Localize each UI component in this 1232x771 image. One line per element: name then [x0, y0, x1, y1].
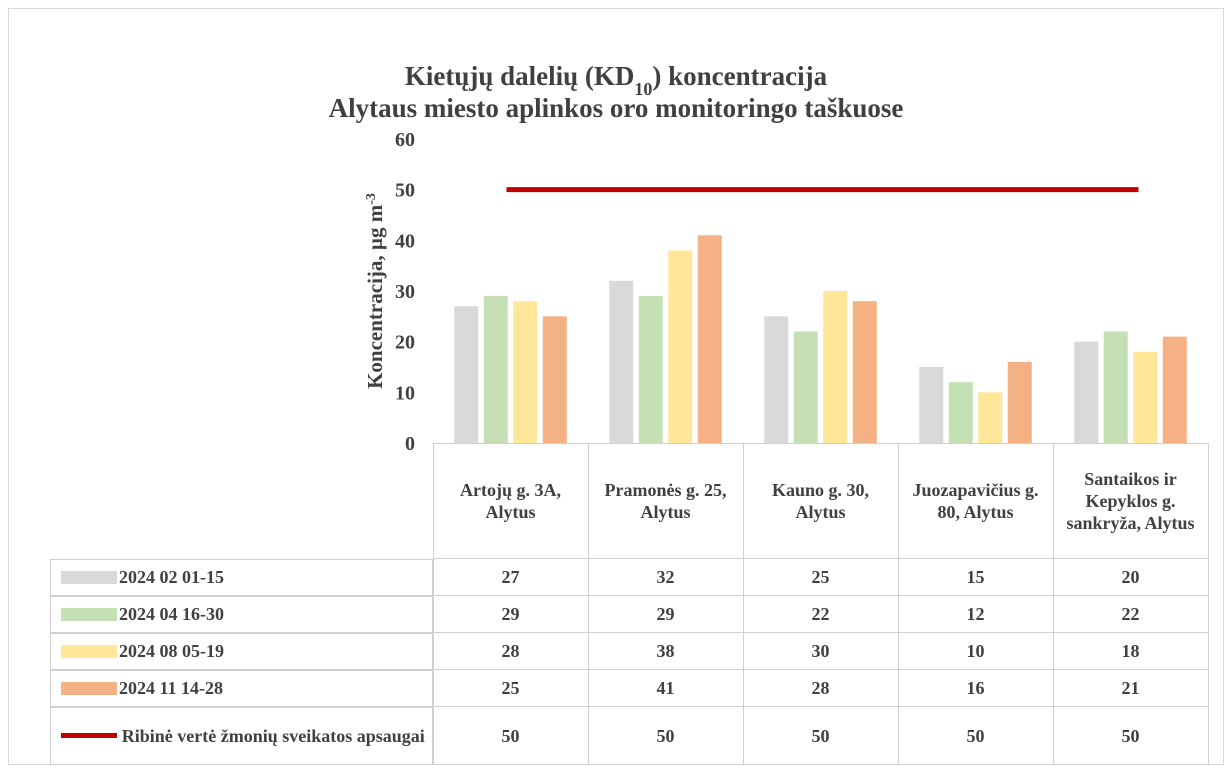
data-label: 21	[1052, 669, 1209, 707]
title-part: Alytaus miesto aplinkos oro monitoringo …	[329, 93, 904, 123]
bar	[697, 235, 722, 443]
data-label: 28	[432, 632, 589, 670]
data-label: 50	[1052, 706, 1209, 765]
legend-cell: 2024 04 16-30	[50, 595, 433, 633]
y-tick-label: 30	[395, 281, 415, 303]
bar	[609, 280, 634, 443]
y-tick-label: 50	[395, 180, 415, 202]
y-label-part: -3	[364, 193, 379, 205]
data-label: 50	[432, 706, 589, 765]
legend-cell: 2024 11 14-28	[50, 669, 433, 707]
legend-label: 2024 08 05-19	[119, 641, 224, 661]
table-row: 2024 02 01-15 27 32 25 15 20	[50, 558, 1209, 596]
table-row: 2024 04 16-30 29 29 22 12 22	[50, 595, 1209, 633]
y-axis-label: Koncentracija, µg m-3	[363, 193, 387, 389]
bar	[1162, 336, 1187, 443]
bar	[793, 331, 818, 443]
title-part: 10	[634, 79, 652, 99]
bar	[1007, 361, 1032, 443]
bar	[823, 291, 848, 443]
y-tick-label: 60	[395, 129, 415, 151]
bar	[978, 392, 1003, 443]
legend-key	[61, 607, 117, 621]
data-table: Artojų g. 3A, Alytus Pramonės g. 25, Alyt…	[50, 443, 1209, 765]
legend-label: 2024 02 01-15	[119, 567, 224, 587]
table-row: Ribinė vertė žmonių sveikatos apsaugai 50…	[50, 706, 1209, 765]
bar	[852, 301, 877, 443]
bar	[948, 382, 973, 443]
empty-cell	[50, 443, 434, 559]
data-label: 28	[742, 669, 899, 707]
data-label: 30	[742, 632, 899, 670]
x-tick-label: Kauno g. 30, Alytus	[742, 443, 899, 559]
bar	[542, 316, 567, 443]
legend-key	[61, 570, 117, 584]
data-label: 10	[897, 632, 1054, 670]
bar	[764, 316, 789, 443]
legend-label: Ribinė vertė žmonių sveikatos apsaugai	[121, 725, 425, 746]
bar	[668, 250, 693, 443]
bar	[1133, 351, 1158, 443]
legend-cell: Ribinė vertė žmonių sveikatos apsaugai	[50, 706, 433, 765]
bar	[483, 296, 508, 443]
x-tick-label: Juozapavičius g. 80, Alytus	[897, 443, 1054, 559]
y-tick-label: 10	[395, 382, 415, 404]
legend-key	[61, 644, 117, 658]
title-part: ) koncentracija	[652, 61, 827, 91]
legend-label: 2024 04 16-30	[119, 604, 224, 624]
table-row: 2024 08 05-19 28 38 30 10 18	[50, 632, 1209, 670]
legend-cell: 2024 08 05-19	[50, 632, 433, 670]
legend-key	[61, 681, 117, 695]
x-tick-label: Artojų g. 3A, Alytus	[432, 443, 589, 559]
y-label-part: Koncentracija, µg m	[363, 204, 387, 389]
bar	[638, 296, 663, 443]
bar	[454, 306, 479, 443]
legend-cell: 2024 02 01-15	[50, 558, 433, 596]
y-tick-label: 40	[395, 230, 415, 252]
data-label: 32	[587, 558, 744, 596]
data-label: 22	[742, 595, 899, 633]
y-tick-label: 20	[395, 332, 415, 354]
data-label: 50	[587, 706, 744, 765]
data-label: 38	[587, 632, 744, 670]
bar	[1074, 341, 1099, 443]
data-label: 29	[587, 595, 744, 633]
bar	[513, 301, 538, 443]
data-label: 15	[897, 558, 1054, 596]
data-label: 16	[897, 669, 1054, 707]
data-label: 41	[587, 669, 744, 707]
header-row: Artojų g. 3A, Alytus Pramonės g. 25, Alyt…	[50, 443, 1209, 559]
data-label: 12	[897, 595, 1054, 633]
data-label: 20	[1052, 558, 1209, 596]
data-label: 27	[432, 558, 589, 596]
data-label: 22	[1052, 595, 1209, 633]
chart-frame	[8, 8, 1224, 765]
title-part: Kietųjų dalelių (KD	[405, 61, 635, 91]
data-label: 29	[432, 595, 589, 633]
data-label: 18	[1052, 632, 1209, 670]
x-tick-label: Pramonės g. 25, Alytus	[587, 443, 744, 559]
x-tick-label: Santaikos ir Kepyklos g. sankryža, Alytu…	[1052, 443, 1209, 559]
data-label: 25	[742, 558, 899, 596]
data-label: 50	[742, 706, 899, 765]
data-label: 50	[897, 706, 1054, 765]
chart-title: Kietųjų dalelių (KD10) koncentracija	[405, 61, 828, 99]
bar	[1103, 331, 1128, 443]
legend-key	[61, 733, 117, 738]
legend-label: 2024 11 14-28	[119, 678, 224, 698]
data-label: 25	[432, 669, 589, 707]
chart-title: Alytaus miesto aplinkos oro monitoringo …	[329, 93, 904, 123]
bar	[919, 367, 944, 443]
table-row: 2024 11 14-28 25 41 28 16 21	[50, 669, 1209, 707]
